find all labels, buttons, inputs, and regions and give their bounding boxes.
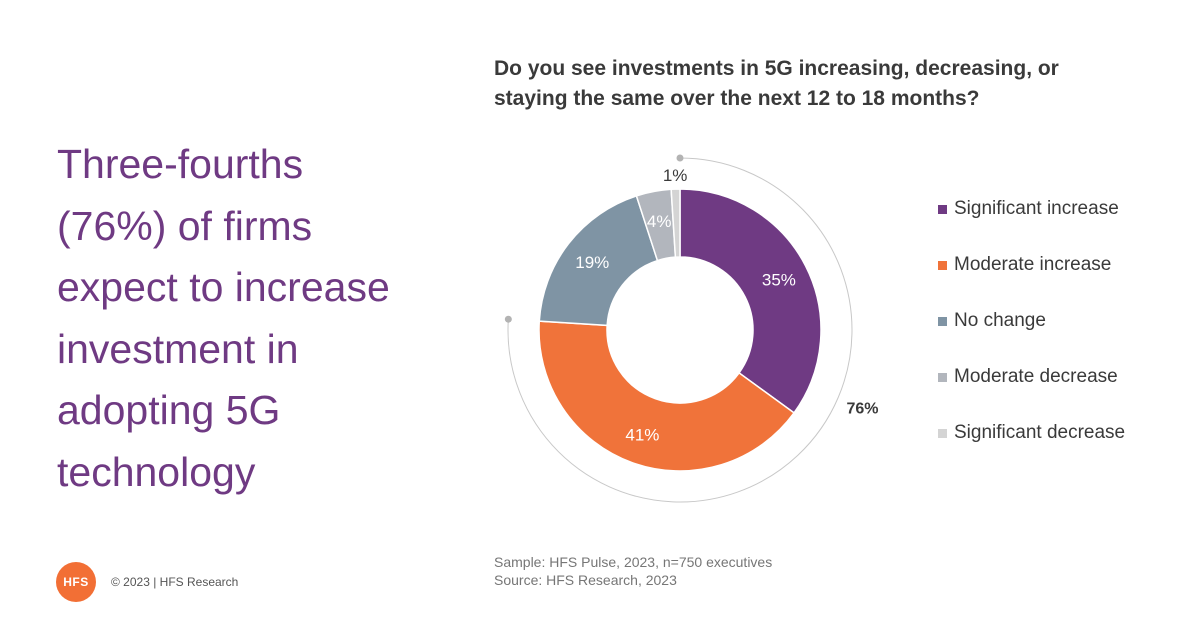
headline: Three-fourths (76%) of firms expect to i…: [57, 141, 390, 495]
chart-legend: Significant increase Moderate increase No …: [938, 195, 1125, 475]
legend-label: Moderate decrease: [954, 366, 1118, 387]
legend-item-no-change: No change: [938, 307, 1125, 335]
slice-no-change: [538, 194, 659, 327]
legend-label: Significant increase: [954, 198, 1119, 219]
source-note: Source: HFS Research, 2023: [494, 572, 677, 588]
legend-swatch: [938, 372, 947, 382]
legend-swatch: [938, 316, 947, 326]
copyright: © 2023 | HFS Research: [111, 575, 239, 589]
legend-label: No change: [954, 310, 1046, 331]
hfs-logo: HFS: [56, 562, 96, 602]
legend-label: Significant decrease: [954, 422, 1126, 443]
slice-significant-increase: [679, 188, 822, 414]
chart-title: Do you see investments in 5G increasing,…: [494, 57, 1059, 110]
slice-moderate-increase: [538, 320, 796, 472]
legend-item-significant-increase: Significant increase: [938, 195, 1125, 223]
slice-significant-decrease: [670, 188, 681, 258]
legend-swatch: [938, 428, 947, 438]
sample-note: Sample: HFS Pulse, 2023, n=750 executive…: [494, 554, 773, 570]
footnote: Sample: HFS Pulse, 2023, n=750 executive…: [494, 553, 772, 589]
legend-item-significant-decrease: Significant decrease: [938, 419, 1125, 447]
legend-swatch: [938, 204, 947, 214]
guide-arc-end-dot: [504, 315, 512, 323]
legend-label: Moderate increase: [954, 254, 1112, 275]
value-label-moderate-decrease: 4%: [647, 212, 672, 231]
legend-item-moderate-decrease: Moderate decrease: [938, 363, 1125, 391]
legend-item-moderate-increase: Moderate increase: [938, 251, 1125, 279]
increase-guide-arc: [507, 157, 853, 503]
value-label-significant-decrease: 1%: [663, 166, 688, 185]
increase-total-annotation: 76%: [846, 400, 878, 417]
value-label-no-change: 19%: [575, 253, 609, 272]
legend-swatch: [938, 260, 947, 270]
value-label-significant-increase: 35%: [762, 271, 796, 290]
value-label-moderate-increase: 41%: [625, 425, 659, 444]
guide-arc-start-dot: [676, 154, 684, 162]
